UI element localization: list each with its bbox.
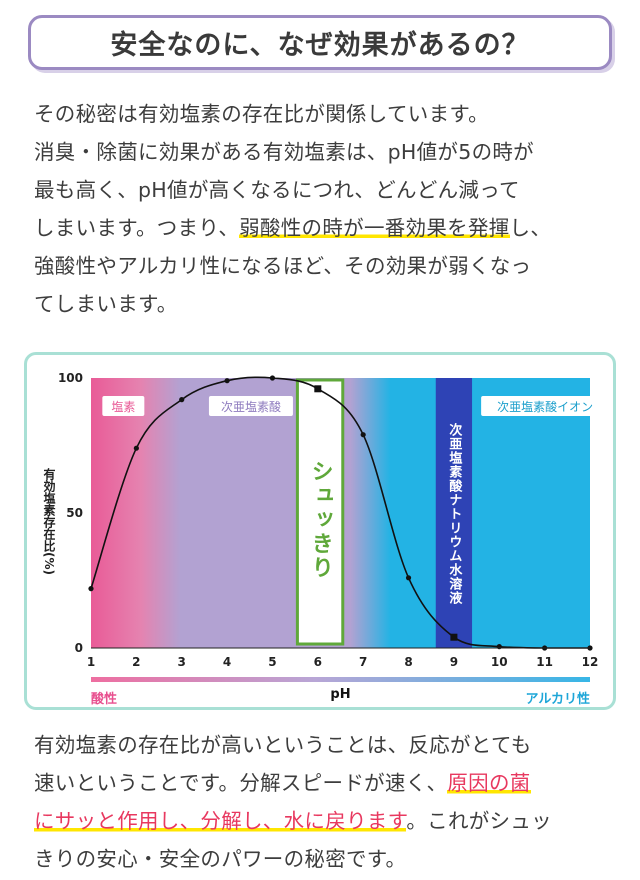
intro-line: 最も高く、pH値が高くなるにつれ、どんどん減って: [34, 178, 520, 202]
x-tick-label: 3: [178, 655, 186, 669]
outro-highlight: にサッと作用し、分解し、水に戻ります: [34, 809, 407, 833]
x-tick-label: 1: [87, 655, 95, 669]
title-box: 安全なのに、なぜ効果があるの？: [28, 15, 612, 70]
outro-text: 速いということです。分解スピードが速く、: [34, 771, 448, 795]
outro-highlight: 原因の菌: [447, 771, 531, 795]
x-tick-label: 4: [223, 655, 231, 669]
x-tick-label: 5: [268, 655, 276, 669]
y-tick-label: 50: [66, 506, 83, 520]
data-point: [450, 633, 458, 641]
outro-text: 。これがシュッ: [406, 809, 552, 833]
intro-line: てしまいます。: [34, 292, 178, 316]
y-tick-label: 0: [75, 641, 83, 655]
region-label-ocl: 次亜塩素酸イオン: [497, 399, 593, 414]
x-tick-label: 10: [491, 655, 508, 669]
intro-text: し、: [509, 216, 552, 240]
x-tick-label: 12: [582, 655, 599, 669]
scale-label-acid: 酸性: [91, 691, 117, 707]
x-tick-label: 7: [359, 655, 367, 669]
intro-line: その秘密は有効塩素の存在比が関係しています。: [34, 102, 489, 126]
chart-frame: 1 2 3 4 5 6 7 8 9 10 11 12 0 50 100 有効塩素存在比(%) 酸性 pH アルカリ性…: [24, 352, 616, 710]
outro-line: にサッと作用し、分解し、水に戻ります。これがシュッ: [34, 802, 614, 840]
intro-text: しまいます。つまり、: [34, 216, 240, 240]
x-tick-label: 2: [132, 655, 140, 669]
data-point: [224, 378, 230, 384]
data-point: [88, 586, 94, 592]
data-point: [314, 385, 322, 393]
outro-paragraph: 有効塩素の存在比が高いということは、反応がとても 速いということです。分解スピー…: [34, 726, 614, 878]
x-tick-label: 8: [404, 655, 412, 669]
y-tick-label: 100: [58, 371, 83, 385]
outro-line: 有効塩素の存在比が高いということは、反応がとても: [34, 733, 532, 757]
x-tick-label: 6: [314, 655, 322, 669]
region-label-box: [481, 396, 610, 416]
x-tick-label: 9: [450, 655, 458, 669]
intro-line: 消臭・除菌に効果がある有効塩素は、pH値が5の時が: [34, 140, 534, 164]
region-label-chlorine: 塩素: [111, 399, 135, 414]
data-point: [405, 575, 412, 581]
page-title: 安全なのに、なぜ効果があるの？: [110, 30, 530, 61]
data-point: [269, 375, 276, 381]
x-axis-label: pH: [330, 687, 350, 702]
product-band: [295, 378, 345, 646]
intro-highlight: 弱酸性の時が一番効果を発揮: [239, 216, 510, 240]
region-naocl-band: [435, 378, 473, 648]
data-point: [133, 445, 139, 451]
y-axis-label: 有効塩素存在比(%): [42, 467, 56, 575]
outro-line: きりの安心・安全のパワーの秘密です。: [34, 847, 407, 871]
x-tick-label: 11: [536, 655, 553, 669]
product-label: シュッきり: [308, 460, 333, 580]
region-label-box: [102, 396, 145, 416]
data-point: [360, 432, 366, 438]
scale-label-alkaline: アルカリ性: [526, 691, 590, 707]
intro-paragraph: その秘密は有効塩素の存在比が関係しています。 消臭・除菌に効果がある有効塩素は、…: [34, 95, 614, 323]
region-label-box: [208, 396, 293, 416]
outro-line: 速いということです。分解スピードが速く、原因の菌: [34, 764, 614, 802]
region-label-hocl: 次亜塩素酸: [221, 399, 281, 414]
region-label-naocl: 次亜塩素酸ナトリウム水溶液: [446, 422, 462, 605]
ph-scale-bar: [91, 677, 590, 682]
data-point: [179, 397, 185, 403]
intro-line: 強酸性やアルカリ性になるほど、その効果が弱くなっ: [34, 254, 532, 278]
intro-line: しまいます。つまり、弱酸性の時が一番効果を発揮し、: [34, 209, 614, 247]
